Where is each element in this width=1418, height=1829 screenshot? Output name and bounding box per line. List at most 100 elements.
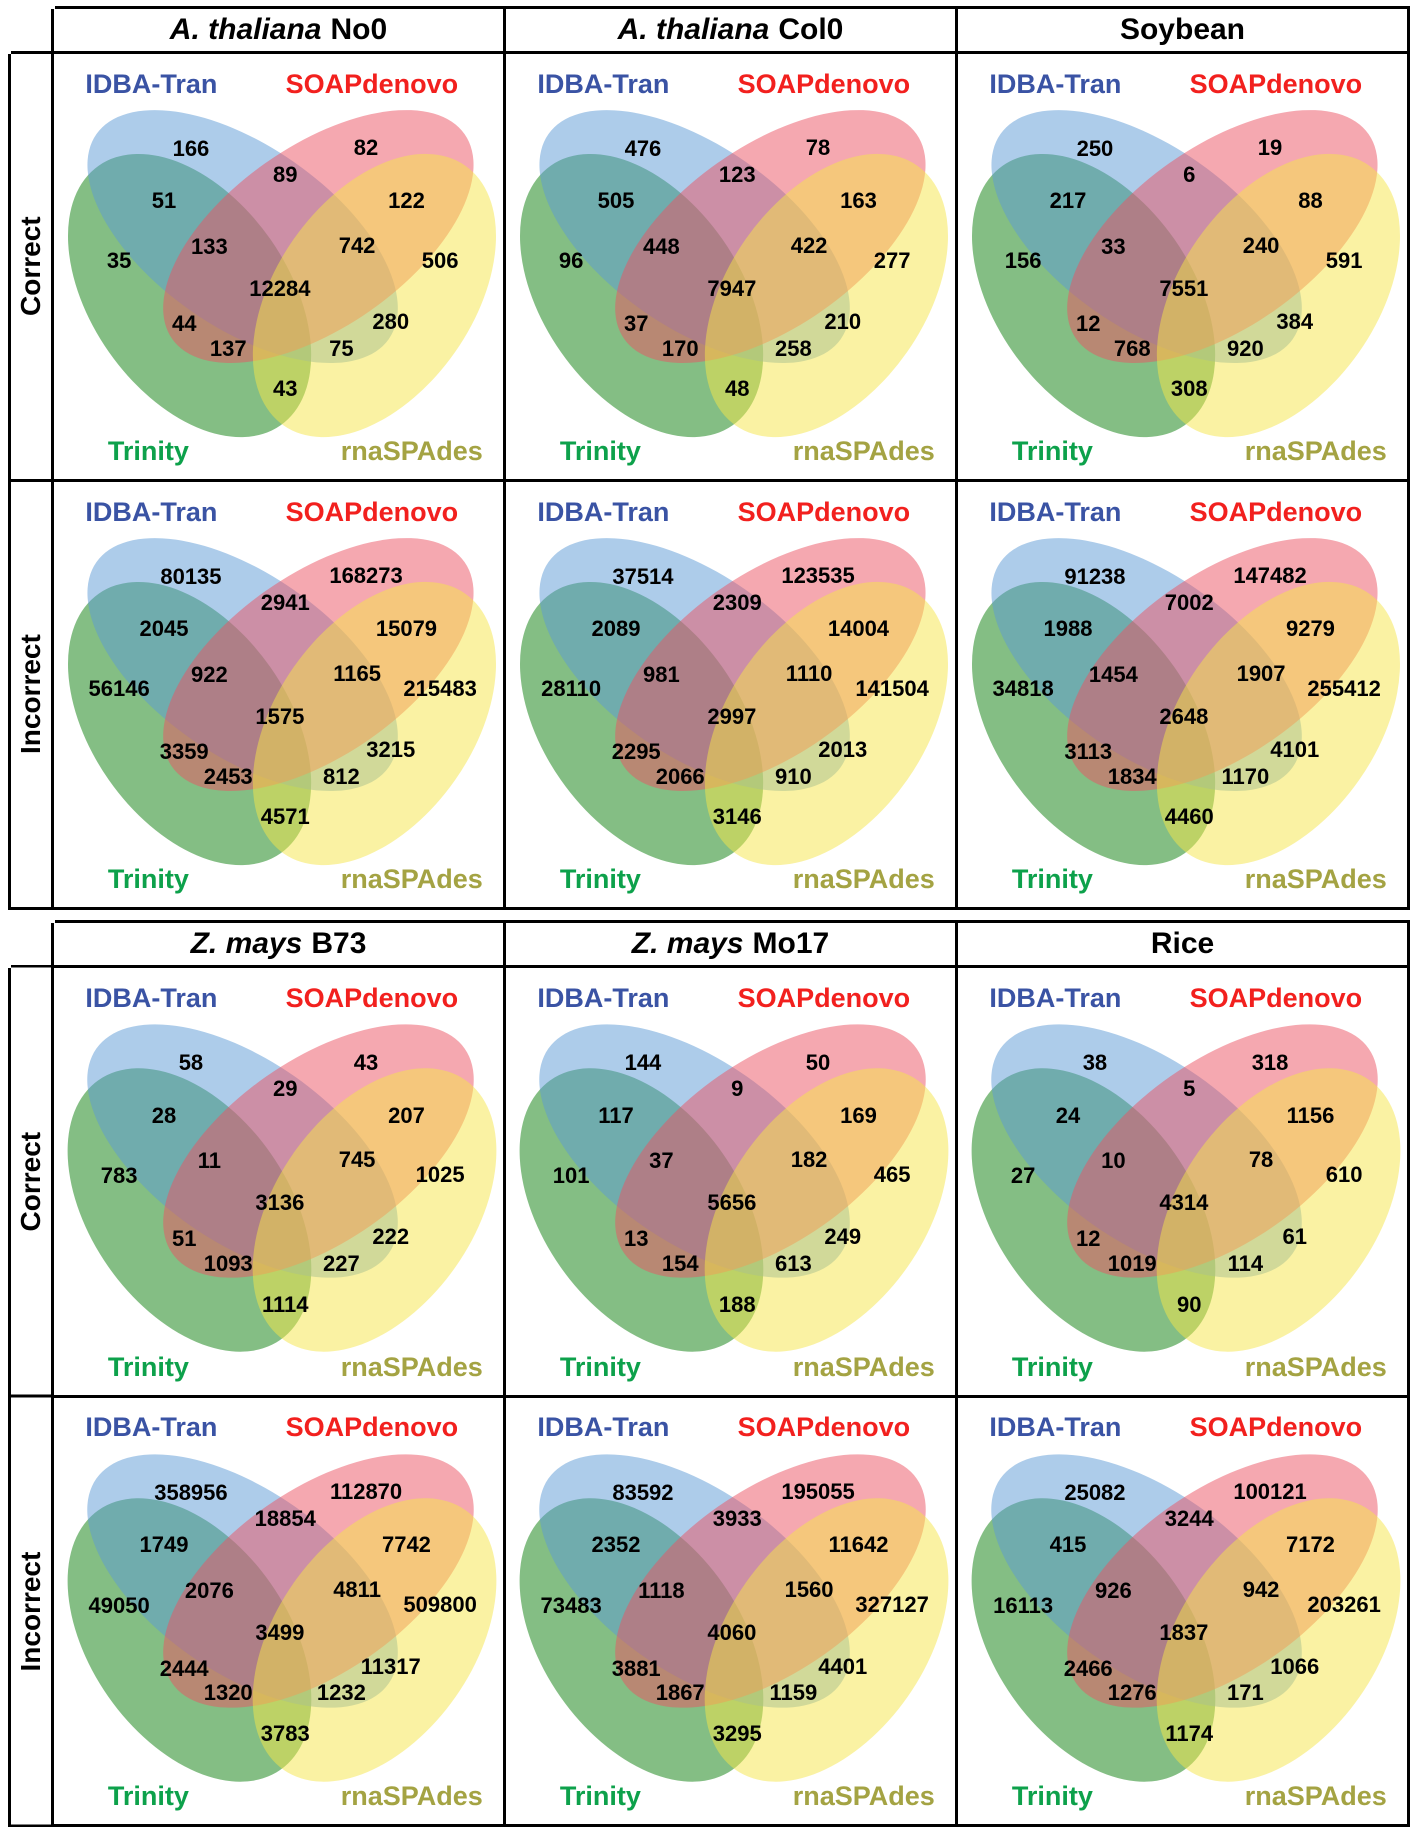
region-count-trinity-rnaspades: 4571 xyxy=(260,804,310,830)
set-label-rnaspades: rnaSPAdes xyxy=(340,1351,483,1382)
region-count-rnaspades-only: 509800 xyxy=(403,1591,477,1617)
region-count-trinity-soap: 3881 xyxy=(611,1655,661,1681)
set-label-idba-tran: IDBA-Tran xyxy=(989,496,1122,527)
region-count-trinity-only: 56146 xyxy=(88,676,150,702)
region-count-idba-soap: 29 xyxy=(272,1076,298,1102)
region-count-trinity-idba-rnaspades: 812 xyxy=(323,763,360,789)
region-count-all-four: 4314 xyxy=(1159,1190,1209,1216)
region-count-trinity-soap: 13 xyxy=(623,1226,649,1252)
set-label-idba-tran: IDBA-Tran xyxy=(85,982,218,1013)
venn-panel-soybean-incorrect: IDBA-Tran SOAPdenovo Trinity rnaSPAdes 91238… xyxy=(958,482,1407,907)
region-count-idba-soap: 9 xyxy=(731,1076,744,1102)
region-count-idba-soap-rnaspades: 1560 xyxy=(784,1576,834,1602)
region-count-idba-soap-rnaspades: 182 xyxy=(790,1147,828,1173)
set-label-rnaspades: rnaSPAdes xyxy=(340,436,483,467)
region-count-trinity-idba: 415 xyxy=(1049,1532,1087,1558)
region-count-trinity-idba-rnaspades: 258 xyxy=(775,335,812,361)
set-label-rnaspades: rnaSPAdes xyxy=(792,1781,935,1812)
region-count-trinity-only: 49050 xyxy=(88,1592,150,1618)
region-count-idba-rnaspades: 1066 xyxy=(1270,1653,1320,1679)
region-count-all-four: 2997 xyxy=(707,703,757,729)
set-label-soapdenovo: SOAPdenovo xyxy=(1189,68,1363,99)
column-header-b73: Z. mays B73 xyxy=(54,923,503,965)
region-count-soap-rnaspades: 163 xyxy=(840,188,877,214)
region-count-rnaspades-only: 141504 xyxy=(855,675,929,701)
region-count-trinity-only: 101 xyxy=(552,1163,590,1189)
region-count-idba-soap-rnaspades: 1165 xyxy=(333,660,381,686)
set-label-idba-tran: IDBA-Tran xyxy=(537,982,670,1013)
region-count-trinity-rnaspades: 188 xyxy=(718,1291,756,1317)
region-count-idba-rnaspades: 280 xyxy=(372,309,410,335)
region-count-soap-only: 147482 xyxy=(1233,563,1307,589)
region-count-trinity-soap-rnaspades: 1019 xyxy=(1107,1250,1157,1276)
region-count-rnaspades-only: 465 xyxy=(873,1162,911,1188)
region-count-idba-rnaspades: 249 xyxy=(824,1224,862,1250)
set-label-idba-tran: IDBA-Tran xyxy=(537,68,670,99)
corner-cell xyxy=(11,9,51,51)
set-label-trinity: Trinity xyxy=(559,864,641,895)
region-count-trinity-idba: 28 xyxy=(151,1102,177,1128)
set-label-rnaspades: rnaSPAdes xyxy=(792,1351,935,1382)
region-count-soap-rnaspades: 7172 xyxy=(1285,1532,1335,1558)
set-label-trinity: Trinity xyxy=(107,436,189,467)
region-count-rnaspades-only: 255412 xyxy=(1307,675,1381,701)
region-count-trinity-idba-soap: 2076 xyxy=(184,1577,234,1603)
row-label-correct: Correct xyxy=(11,54,51,479)
region-count-idba-only: 358956 xyxy=(154,1479,228,1505)
region-count-idba-only: 37514 xyxy=(612,563,674,589)
region-count-trinity-only: 34818 xyxy=(992,676,1054,702)
region-count-idba-soap: 89 xyxy=(272,161,298,187)
venn-panel-no0-incorrect: IDBA-Tran SOAPdenovo Trinity rnaSPAdes 80135… xyxy=(54,482,503,907)
set-label-soapdenovo: SOAPdenovo xyxy=(1189,496,1363,527)
region-count-trinity-idba-soap: 1454 xyxy=(1088,661,1138,687)
region-count-trinity-idba: 2352 xyxy=(591,1532,641,1558)
region-count-all-four: 3499 xyxy=(255,1619,305,1645)
region-count-trinity-soap: 2295 xyxy=(611,739,661,765)
set-label-trinity: Trinity xyxy=(1011,436,1093,467)
venn-panel-mo17-incorrect: IDBA-Tran SOAPdenovo Trinity rnaSPAdes 83592… xyxy=(506,1397,955,1824)
set-label-trinity: Trinity xyxy=(107,1351,189,1382)
region-count-trinity-soap: 12 xyxy=(1075,1226,1101,1252)
region-count-all-four: 12284 xyxy=(249,275,311,301)
region-count-soap-rnaspades: 9279 xyxy=(1285,616,1335,642)
region-count-soap-rnaspades: 207 xyxy=(388,1102,425,1128)
region-count-idba-soap-rnaspades: 1907 xyxy=(1236,660,1286,686)
region-count-idba-only: 250 xyxy=(1076,135,1114,161)
venn-panel-soybean-correct: IDBA-Tran SOAPdenovo Trinity rnaSPAdes 250 6 1… xyxy=(958,54,1407,479)
region-count-idba-rnaspades: 384 xyxy=(1276,309,1314,335)
region-count-trinity-only: 96 xyxy=(558,248,584,274)
region-count-all-four: 1837 xyxy=(1159,1619,1209,1645)
region-count-trinity-idba-soap: 133 xyxy=(190,233,228,259)
region-count-trinity-soap-rnaspades: 1867 xyxy=(655,1680,705,1706)
column-header-col0: A. thaliana Col0 xyxy=(506,9,955,51)
set-label-idba-tran: IDBA-Tran xyxy=(989,1412,1122,1443)
set-label-rnaspades: rnaSPAdes xyxy=(340,1781,483,1812)
region-count-idba-rnaspades: 210 xyxy=(824,309,862,335)
region-count-soap-only: 82 xyxy=(353,135,379,161)
region-count-trinity-soap-rnaspades: 1093 xyxy=(203,1250,253,1276)
region-count-rnaspades-only: 506 xyxy=(421,247,459,273)
region-count-idba-rnaspades: 11317 xyxy=(360,1653,421,1679)
venn-panel-rice-correct: IDBA-Tran SOAPdenovo Trinity rnaSPAdes 38 5 31… xyxy=(958,968,1407,1395)
region-count-idba-soap-rnaspades: 78 xyxy=(1248,1147,1274,1173)
set-label-soapdenovo: SOAPdenovo xyxy=(285,982,459,1013)
region-count-idba-only: 25082 xyxy=(1064,1479,1126,1505)
region-count-trinity-idba-soap: 11 xyxy=(197,1148,221,1174)
region-count-soap-rnaspades: 11642 xyxy=(828,1532,889,1558)
corner-border-mask-top xyxy=(8,920,55,923)
region-count-trinity-rnaspades: 4460 xyxy=(1164,804,1214,830)
region-count-trinity-idba-rnaspades: 227 xyxy=(323,1250,360,1276)
region-count-all-four: 7551 xyxy=(1159,275,1209,301)
set-label-trinity: Trinity xyxy=(107,1781,189,1812)
region-count-trinity-idba: 2089 xyxy=(591,616,641,642)
region-count-trinity-soap-rnaspades: 2066 xyxy=(655,763,705,789)
region-count-idba-only: 144 xyxy=(624,1050,662,1076)
region-count-idba-soap: 2941 xyxy=(260,589,310,615)
region-count-trinity-idba-rnaspades: 171 xyxy=(1227,1680,1264,1706)
header-strain: B73 xyxy=(311,927,367,960)
region-count-rnaspades-only: 610 xyxy=(1325,1162,1363,1188)
region-count-soap-rnaspades: 1156 xyxy=(1286,1102,1335,1128)
header-strain: Mo17 xyxy=(752,927,830,960)
region-count-trinity-only: 783 xyxy=(100,1163,138,1189)
row-label-incorrect: Incorrect xyxy=(11,482,51,907)
